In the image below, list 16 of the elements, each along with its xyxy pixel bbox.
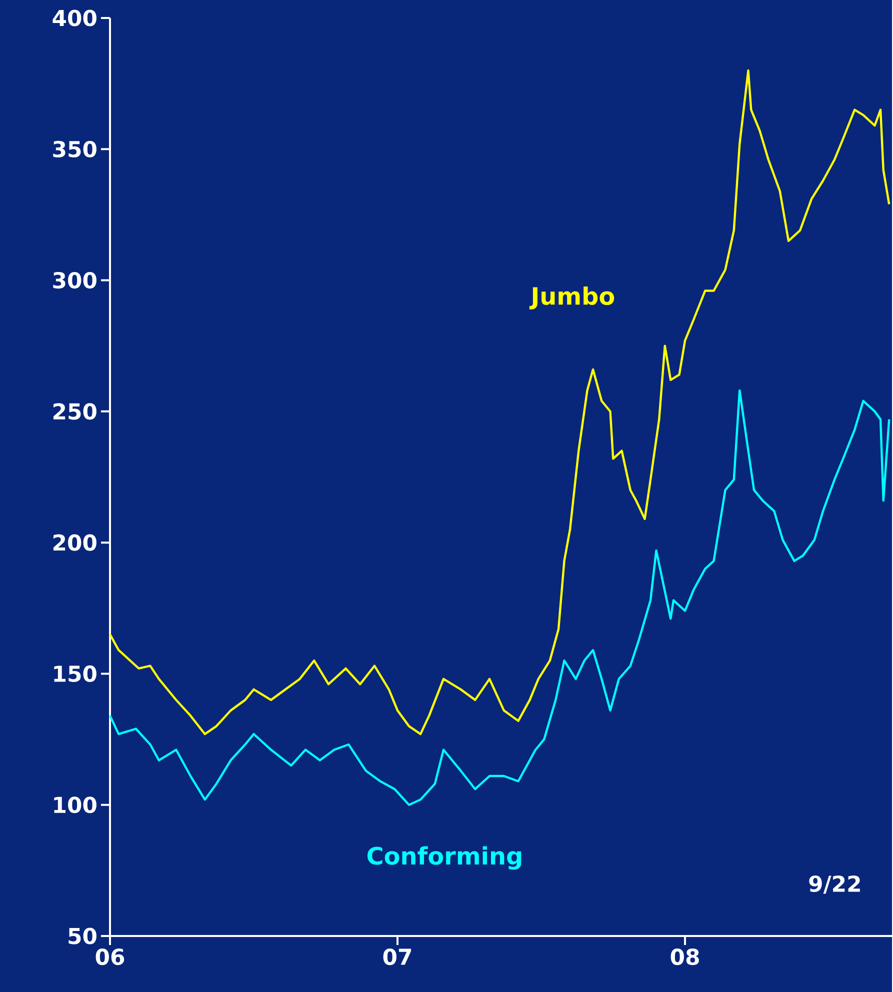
- y-tick-label: 400: [52, 10, 96, 26]
- x-tick-label: 06: [96, 948, 124, 966]
- x-tick-label: 07: [383, 948, 412, 966]
- y-tick-label: 250: [53, 403, 96, 420]
- text: Conforming: [367, 846, 522, 870]
- annotation: 9/22: [809, 875, 860, 894]
- y-tick-label: 200: [53, 534, 96, 551]
- line-series: [108, 69, 890, 736]
- x-tick-label: 08: [670, 948, 699, 966]
- y-tick-label: 150: [54, 665, 96, 682]
- text: Jumbo: [529, 286, 614, 310]
- y-tick-label: 300: [53, 272, 96, 289]
- y-tick-label: 350: [53, 140, 96, 158]
- line-series: [108, 389, 890, 806]
- y-tick-label: 100: [54, 796, 96, 814]
- y-tick-label: 50: [68, 928, 96, 944]
